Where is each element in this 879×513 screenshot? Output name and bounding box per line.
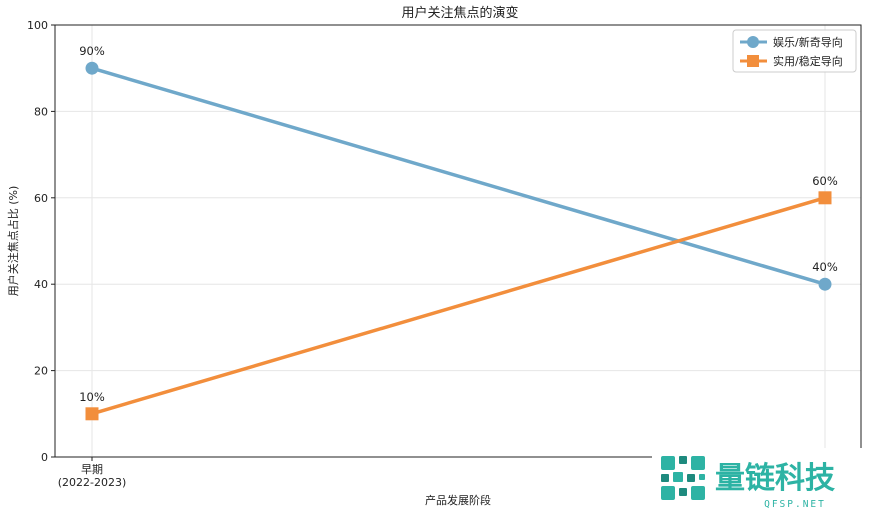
data-point — [85, 407, 99, 421]
x-axis-ticks: 早期(2022-2023) — [58, 457, 826, 489]
y-axis-ticks: 0 20 40 60 80 100 — [27, 19, 55, 464]
legend: 娱乐/新奇导向 实用/稳定导向 — [732, 29, 857, 73]
chart-title: 用户关注焦点的演变 — [401, 5, 518, 21]
watermark-logo: 量链科技 QFSP.NET — [652, 448, 879, 513]
plot-area-frame — [54, 24, 862, 458]
data-point — [818, 191, 832, 205]
x-axis-label: 产品发展阶段 — [425, 493, 491, 507]
data-label: 90% — [79, 44, 105, 58]
legend-marker-practical — [747, 55, 759, 67]
y-tick-label: 0 — [41, 451, 48, 464]
y-tick-label: 20 — [34, 365, 48, 378]
y-axis-label: 用户关注焦点占比 (%) — [6, 186, 20, 297]
series-line-0 — [90, 66, 827, 286]
watermark-subtext: QFSP.NET — [764, 499, 826, 510]
series — [85, 61, 832, 421]
watermark-text: 量链科技 — [715, 461, 835, 496]
data-label: 60% — [812, 174, 838, 188]
x-tick-label: 早期 — [81, 463, 103, 476]
y-tick-label: 60 — [34, 192, 48, 205]
legend-label-practical: 实用/稳定导向 — [773, 54, 843, 68]
legend-marker-entertainment — [747, 36, 759, 48]
data-point — [85, 61, 99, 75]
x-tick-label: (2022-2023) — [58, 476, 127, 489]
legend-label-entertainment: 娱乐/新奇导向 — [773, 35, 843, 49]
y-tick-label: 40 — [34, 278, 48, 291]
y-tick-label: 80 — [34, 105, 48, 118]
data-label: 10% — [79, 390, 105, 404]
series-line-1 — [90, 196, 827, 416]
data-labels: 90% 40% 10% 60% — [79, 44, 838, 404]
data-point — [818, 277, 832, 291]
y-tick-label: 100 — [27, 19, 48, 32]
grid — [55, 24, 861, 458]
qr-logo-icon — [661, 456, 705, 500]
data-label: 40% — [812, 260, 838, 274]
